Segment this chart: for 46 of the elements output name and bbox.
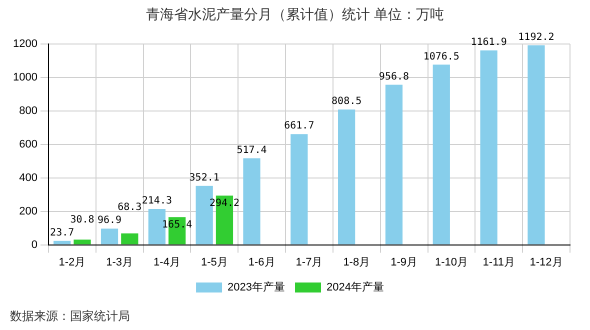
bar	[100, 228, 118, 244]
bar	[480, 50, 498, 244]
data-label: 23.7	[50, 227, 74, 238]
legend-label: 2023年产量	[228, 280, 286, 294]
data-label: 1161.9	[470, 36, 507, 48]
bar	[385, 84, 403, 244]
y-tick-label: 800	[19, 104, 38, 117]
data-label: 68.3	[118, 202, 142, 214]
legend-label: 2024年产量	[326, 280, 384, 294]
bar	[243, 158, 260, 244]
y-tick-label: 200	[19, 205, 38, 218]
y-tick-label: 1000	[12, 72, 38, 84]
data-label: 30.8	[70, 214, 94, 226]
bar	[338, 110, 356, 244]
data-label: 214.3	[142, 196, 172, 207]
bar	[74, 240, 91, 244]
bar	[121, 233, 138, 244]
data-label: 956.8	[378, 71, 410, 82]
y-tick-label: 1200	[12, 38, 38, 50]
bar	[432, 64, 450, 244]
x-tick-label: 1-4月	[154, 256, 180, 268]
data-label: 808.5	[332, 96, 362, 108]
source-note: 数据来源：国家统计局	[10, 308, 130, 325]
x-tick-label: 1-5月	[200, 256, 228, 268]
bar	[290, 134, 308, 244]
chart-title: 青海省水泥产量分月（累计值）统计 单位：万吨	[144, 6, 446, 24]
y-tick-label: 0	[31, 238, 38, 251]
data-label: 1192.2	[518, 32, 554, 43]
x-tick-label: 1-10月	[434, 256, 468, 268]
bar	[54, 240, 71, 244]
x-tick-label: 1-11月	[482, 256, 515, 268]
y-tick-label: 600	[19, 138, 38, 150]
x-tick-label: 1-12月	[530, 256, 563, 268]
x-tick-label: 1-3月	[106, 256, 134, 268]
bar	[528, 45, 545, 244]
data-label: 96.9	[97, 215, 122, 226]
data-label: 661.7	[284, 120, 314, 132]
x-tick-label: 1-2月	[58, 256, 86, 268]
x-tick-label: 1-8月	[343, 256, 370, 268]
y-tick-label: 400	[19, 172, 38, 184]
data-label: 1076.5	[423, 51, 460, 62]
data-label: 517.4	[236, 144, 267, 156]
data-label: 352.1	[189, 172, 220, 184]
x-tick-label: 1-9月	[390, 256, 418, 268]
x-tick-label: 1-7月	[296, 256, 323, 268]
x-tick-label: 1-6月	[248, 256, 276, 268]
